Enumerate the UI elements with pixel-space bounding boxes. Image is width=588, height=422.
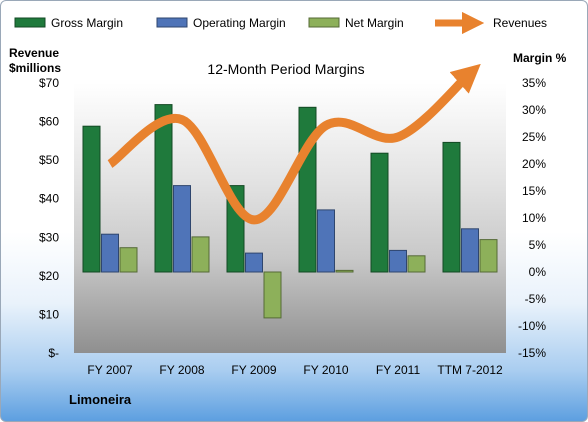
bar-net-margin — [263, 271, 282, 319]
category-labels: FY 2007 FY 2008 FY 2009 FY 2010 FY 2011 TTM 7… — [87, 363, 503, 377]
bar-net-margin — [335, 269, 354, 273]
right-tick-label: -15% — [518, 346, 546, 360]
bar-gross-margin — [370, 152, 389, 273]
legend-swatch — [156, 17, 188, 28]
bar-operating-margin — [317, 209, 335, 273]
bar-operating-margin — [461, 228, 479, 273]
left-tick-label: $10 — [39, 307, 59, 321]
bar-operating-margin — [173, 185, 191, 273]
right-tick-label: 15% — [522, 184, 546, 198]
category-label: FY 2007 — [87, 363, 132, 377]
left-tick-label: $70 — [39, 76, 59, 90]
right-tick-label: 10% — [522, 211, 546, 225]
left-axis-label-line1: Revenue — [9, 46, 59, 60]
chart-title: 12-Month Period Margins — [207, 61, 364, 77]
right-tick-label: 0% — [529, 265, 547, 279]
revenue-line-layer — [107, 63, 481, 225]
left-tick-label: $40 — [39, 192, 59, 206]
legend-swatch — [308, 17, 340, 28]
revenue-line — [107, 63, 481, 225]
bar-operating-margin — [101, 233, 119, 273]
right-tick-label: 5% — [529, 238, 547, 252]
left-tick-label: $20 — [39, 269, 59, 283]
bar-operating-margin — [389, 249, 407, 273]
legend-label: Operating Margin — [193, 16, 286, 30]
right-axis-ticks: -15% -10% -5% 0% 5% 10% 15% 20% 25% 30% 35% — [518, 76, 546, 360]
bar-operating-margin — [245, 252, 263, 273]
left-tick-label: $- — [48, 346, 59, 360]
left-axis-label-line2: $millions — [9, 61, 61, 75]
right-axis-label: Margin % — [513, 51, 567, 65]
bar-gross-margin — [82, 125, 101, 273]
left-axis-ticks: $- $10 $20 $30 $40 $50 $60 $70 — [39, 76, 59, 360]
category-label: FY 2011 — [376, 363, 421, 377]
category-label: FY 2010 — [303, 363, 348, 377]
right-tick-label: 20% — [522, 157, 546, 171]
right-tick-label: -5% — [525, 292, 547, 306]
category-label: FY 2009 — [231, 363, 276, 377]
legend-label: Net Margin — [345, 16, 404, 30]
right-tick-label: -10% — [518, 319, 546, 333]
bar-net-margin — [479, 239, 498, 273]
category-label: TTM 7-2012 — [437, 363, 503, 377]
company-name: Limoneira — [69, 392, 132, 407]
left-tick-label: $60 — [39, 115, 59, 129]
plot-area — [74, 83, 506, 353]
category-label: FY 2008 — [159, 363, 204, 377]
bar-gross-margin — [154, 104, 173, 273]
left-tick-label: $30 — [39, 230, 59, 244]
legend-label: Gross Margin — [51, 16, 123, 30]
bar-net-margin — [407, 255, 426, 273]
legend: Gross Margin Operating Margin Net Margin Re… — [14, 11, 547, 35]
bar-net-margin — [191, 236, 210, 273]
bar-gross-margin — [442, 141, 461, 273]
legend-swatch — [14, 17, 46, 28]
right-tick-label: 30% — [522, 103, 546, 117]
bar-net-margin — [119, 247, 138, 273]
left-tick-label: $50 — [39, 153, 59, 167]
legend-label: Revenues — [493, 16, 547, 30]
right-tick-label: 35% — [522, 76, 546, 90]
right-tick-label: 25% — [522, 130, 546, 144]
bars — [82, 104, 498, 319]
